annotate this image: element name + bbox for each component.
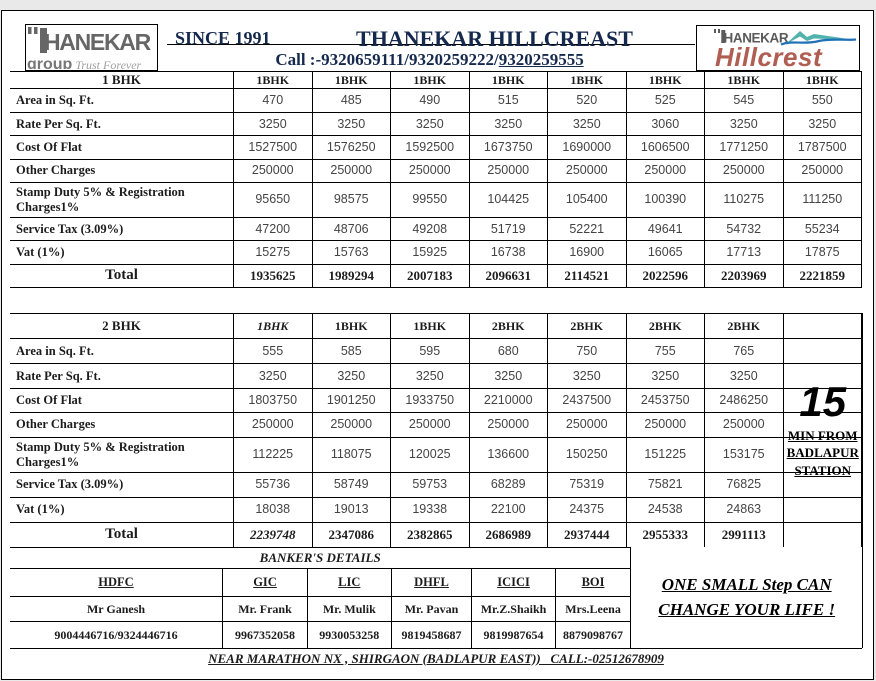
svg-text:HANEKAR: HANEKAR <box>44 29 152 54</box>
svg-text:Hillcrest: Hillcrest <box>715 42 823 72</box>
